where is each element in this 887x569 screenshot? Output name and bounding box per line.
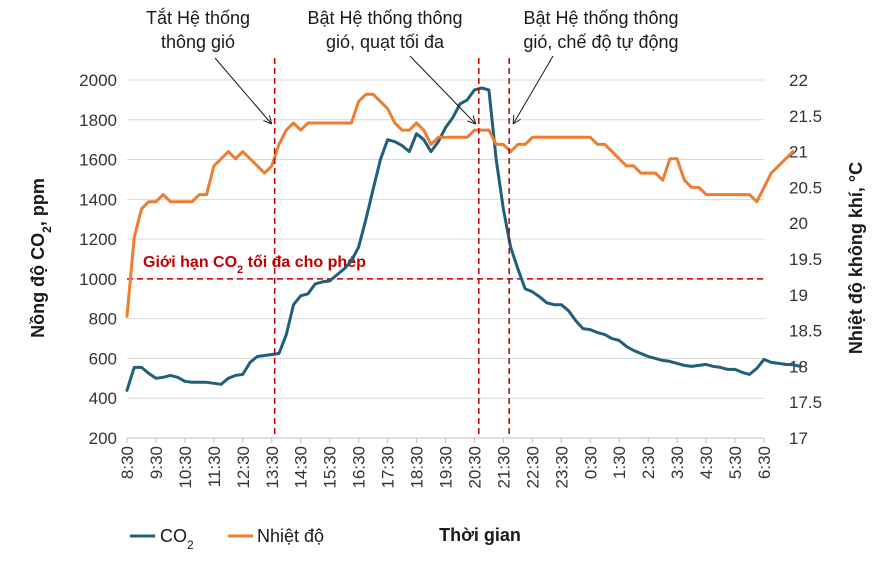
x-tick-label: 0:30: [581, 446, 600, 479]
x-tick-label: 1:30: [610, 446, 629, 479]
legend: CO2 Nhiệt độ: [130, 526, 324, 552]
x-tick-label: 12:30: [234, 446, 253, 489]
x-axis: 8:30 9:30 10:30 11:30 12:30 13:30 14:30 15:30 16…: [118, 437, 774, 489]
y-right-tick-label: 19.5: [789, 250, 822, 269]
y-right-tick-label: 18.5: [789, 322, 822, 341]
y-left-tick-label: 400: [89, 389, 117, 408]
event-arrow: [512, 55, 554, 125]
x-tick-label: 2:30: [639, 446, 658, 479]
x-tick-label: 9:30: [147, 446, 166, 479]
y-right-tick-label: 19: [789, 286, 808, 305]
event-label: thông gió: [161, 32, 235, 52]
x-tick-label: 13:30: [263, 446, 282, 489]
x-tick-label: 11:30: [205, 446, 224, 487]
event-arrowhead: [512, 115, 521, 125]
x-tick-label: 3:30: [668, 446, 687, 479]
gridlines: [127, 79, 764, 439]
x-tick-label: 8:30: [118, 446, 137, 479]
x-tick-label: 10:30: [176, 446, 195, 489]
x-tick-label: 19:30: [437, 446, 456, 489]
event-label: Bật Hệ thống thông: [523, 8, 678, 28]
x-tick-label: 23:30: [552, 446, 571, 489]
y-right-tick-label: 17: [789, 429, 808, 448]
x-tick-label: 14:30: [292, 446, 311, 489]
y-left-tick-label: 800: [89, 310, 117, 329]
y-right-tick-label: 21: [789, 143, 808, 162]
event-arrow: [409, 55, 477, 125]
y-axis-right-label: Nhiệt độ không khí, °C: [846, 162, 866, 354]
y-right-tick-label: 21.5: [789, 107, 822, 126]
y-left-tick-label: 1000: [79, 270, 117, 289]
event-arrowhead: [263, 115, 273, 125]
series-lines: [125, 86, 802, 392]
x-tick-label: 6:30: [755, 446, 774, 479]
y-left-tick-label: 200: [89, 429, 117, 448]
threshold-label: Giới hạn CO2 tối đa cho phép: [143, 254, 366, 276]
left-y-axis: 200 400 600 800 1000 1200 1400 1600 1800 2000: [79, 71, 117, 448]
event-arrow: [214, 57, 273, 125]
y-left-tick-label: 600: [89, 349, 117, 368]
event-label: gió, quạt tối đa: [326, 32, 445, 52]
y-left-tick-label: 1200: [79, 230, 117, 249]
y-right-tick-label: 22: [789, 71, 808, 90]
y-right-tick-label: 20: [789, 214, 808, 233]
x-tick-label: 17:30: [379, 446, 398, 489]
y-left-tick-label: 2000: [79, 71, 117, 90]
event-label: Bật Hệ thống thông: [307, 8, 462, 28]
x-tick-label: 21:30: [494, 446, 513, 489]
co2-limit-line: Giới hạn CO2 tối đa cho phép: [127, 254, 764, 280]
y-right-tick-label: 17.5: [789, 393, 822, 412]
legend-temperature-label: Nhiệt độ: [257, 526, 324, 546]
y-axis-left-label: Nồng độ CO2, ppm: [28, 178, 54, 338]
x-tick-label: 4:30: [697, 446, 716, 479]
x-tick-label: 5:30: [726, 446, 745, 479]
legend-co2-label: CO2: [160, 526, 194, 552]
x-axis-label: Thời gian: [439, 525, 521, 545]
y-left-tick-label: 1800: [79, 111, 117, 130]
temperature-series-line: [125, 92, 795, 318]
event-arrowhead: [467, 115, 477, 125]
x-tick-label: 20:30: [465, 446, 484, 489]
event-label: gió, chế độ tự động: [523, 32, 678, 52]
x-tick-label: 18:30: [408, 446, 427, 489]
y-right-tick-label: 20.5: [789, 178, 822, 197]
y-left-tick-label: 1400: [79, 190, 117, 209]
x-tick-label: 15:30: [321, 446, 340, 489]
co2-series-line: [125, 86, 802, 392]
event-markers: Tắt Hệ thống thông gió Bật Hệ thống thông g…: [146, 7, 679, 438]
y-left-tick-label: 1600: [79, 151, 117, 170]
x-tick-label: 22:30: [523, 446, 542, 489]
event-label: Tắt Hệ thống: [146, 7, 250, 28]
x-tick-label: 16:30: [350, 446, 369, 489]
